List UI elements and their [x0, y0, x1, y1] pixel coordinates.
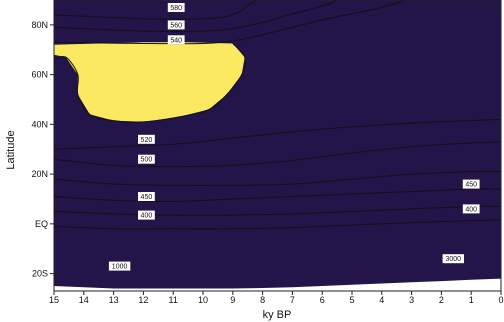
x-tick-label: 2	[439, 295, 444, 305]
contour-line-0	[54, 0, 257, 20]
contour-label: 3000	[446, 256, 462, 263]
y-tick-label: EQ	[35, 219, 48, 229]
contour-label: 450	[465, 182, 477, 189]
contour-label: 400	[465, 206, 477, 213]
contour-line-7	[54, 188, 501, 203]
x-axis: 15 14 13 12 11 10 9 8 7 6 5 4 3 2 1 0	[49, 291, 504, 305]
contour-line-8	[54, 205, 501, 216]
contour-label-bg	[138, 134, 155, 144]
y-tick-label: 60N	[31, 70, 48, 80]
plot-frame	[53, 0, 502, 292]
x-tick-label: 8	[260, 295, 265, 305]
x-tick-label: 4	[379, 295, 384, 305]
yellow-region	[54, 42, 245, 122]
x-axis-title: ky BP	[263, 309, 292, 321]
x-tick-label: 13	[109, 295, 119, 305]
contour-label-bg	[462, 179, 480, 189]
x-tick-label: 12	[138, 295, 148, 305]
x-tick-label: 10	[198, 295, 208, 305]
contour-line-5	[54, 141, 501, 168]
y-tick-label: 80N	[31, 20, 48, 30]
x-tick-label: 0	[498, 295, 503, 305]
contour-line-4	[54, 118, 501, 150]
contour-label-bg	[167, 3, 185, 12]
contour-label: 400	[141, 213, 153, 220]
x-tick-label: 14	[79, 295, 89, 305]
contour-label-bg	[138, 192, 155, 201]
yellow-region-layer	[54, 42, 245, 122]
contour-label-bg	[108, 261, 131, 271]
contour-label-bg	[138, 154, 155, 164]
y-tick-label: 20N	[31, 169, 48, 179]
contour-label-bg	[138, 210, 155, 220]
contour-label: 560	[170, 22, 182, 29]
contour-label-bg	[442, 254, 464, 264]
contour-line-1	[54, 0, 338, 32]
x-tick-label: 6	[320, 295, 325, 305]
contour-label: 540	[170, 37, 182, 44]
contour-label: 1000	[112, 264, 128, 271]
y-tick-label: 20S	[32, 269, 48, 279]
contour-lines-layer	[54, 0, 501, 230]
contour-label: 580	[170, 5, 182, 12]
contour-line-2	[54, 0, 406, 45]
x-tick-label: 15	[49, 295, 59, 305]
contour-label: 520	[141, 137, 153, 144]
contour-line-6	[54, 170, 501, 186]
contour-line-9	[54, 219, 501, 230]
y-axis: 80N 60N 40N 20N EQ 20S	[31, 20, 54, 279]
x-tick-label: 9	[230, 295, 235, 305]
contour-line-3	[54, 43, 246, 123]
plot-area: 580 560 540 520 500 450 400 1000 450 400 3000	[54, 0, 501, 289]
contour-label-bg	[462, 204, 480, 214]
x-tick-label: 5	[349, 295, 354, 305]
contour-labels-layer: 580 560 540 520 500 450 400 1000 450 400 3000	[108, 3, 480, 271]
contour-label-bg	[167, 20, 185, 30]
x-tick-label: 7	[290, 295, 295, 305]
x-tick-label: 11	[169, 295, 178, 305]
contour-label: 500	[141, 157, 153, 164]
contour-label: 450	[141, 194, 153, 201]
x-tick-label: 3	[409, 295, 414, 305]
y-axis-title: Latitude	[5, 130, 17, 169]
contour-label-bg	[167, 35, 185, 45]
y-tick-label: 40N	[31, 119, 48, 129]
x-tick-label: 1	[469, 295, 474, 305]
